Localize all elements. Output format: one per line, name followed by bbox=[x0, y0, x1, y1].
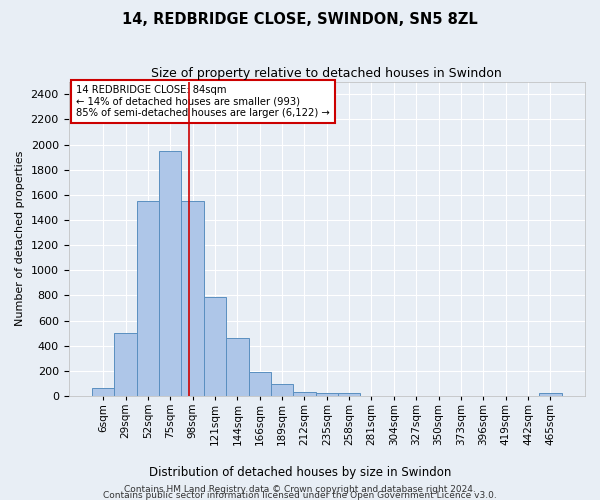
Text: Contains public sector information licensed under the Open Government Licence v3: Contains public sector information licen… bbox=[103, 492, 497, 500]
Bar bbox=[115, 333, 137, 396]
Bar bbox=[316, 393, 338, 396]
Bar bbox=[271, 384, 293, 396]
Text: Distribution of detached houses by size in Swindon: Distribution of detached houses by size … bbox=[149, 466, 451, 479]
Bar bbox=[539, 393, 562, 396]
Text: 14, REDBRIDGE CLOSE, SWINDON, SN5 8ZL: 14, REDBRIDGE CLOSE, SWINDON, SN5 8ZL bbox=[122, 12, 478, 28]
Bar bbox=[248, 372, 271, 396]
Text: Contains HM Land Registry data © Crown copyright and database right 2024.: Contains HM Land Registry data © Crown c… bbox=[124, 484, 476, 494]
Title: Size of property relative to detached houses in Swindon: Size of property relative to detached ho… bbox=[151, 68, 502, 80]
Bar bbox=[226, 338, 248, 396]
Bar bbox=[204, 296, 226, 396]
Bar bbox=[338, 394, 361, 396]
Bar bbox=[159, 151, 181, 396]
Bar bbox=[92, 388, 115, 396]
Text: 14 REDBRIDGE CLOSE: 84sqm
← 14% of detached houses are smaller (993)
85% of semi: 14 REDBRIDGE CLOSE: 84sqm ← 14% of detac… bbox=[76, 85, 330, 118]
Bar bbox=[293, 392, 316, 396]
Y-axis label: Number of detached properties: Number of detached properties bbox=[15, 151, 25, 326]
Bar bbox=[181, 201, 204, 396]
Bar bbox=[137, 201, 159, 396]
